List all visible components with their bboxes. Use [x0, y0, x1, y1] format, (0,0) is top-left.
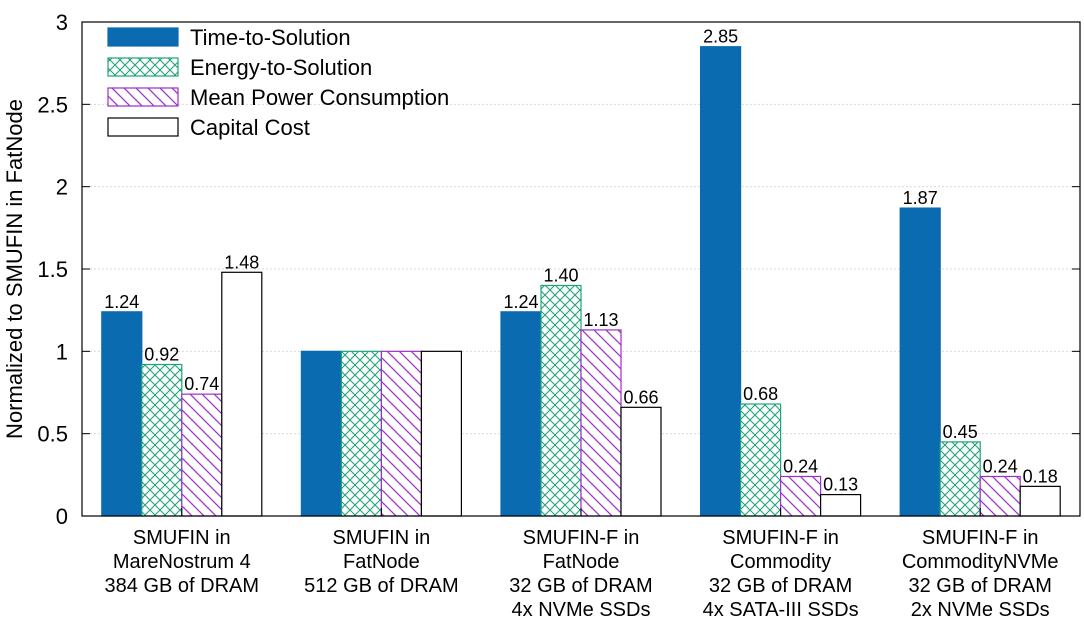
category-label-line: 2x NVMe SSDs [911, 599, 1050, 620]
legend: Time-to-Solution Energy-to-Solution Mean P… [107, 25, 449, 140]
category-label-line: 32 GB of DRAM [709, 575, 852, 597]
data-label: 0.24 [783, 456, 818, 476]
legend-swatch [107, 87, 179, 107]
category-label-line: SMUFIN-F in [722, 527, 839, 549]
bar-time-to-solution [101, 311, 143, 517]
category-label: SMUFIN-F in CommodityNVMe 32 GB of DRAM 2x … [902, 527, 1059, 620]
data-label: 0.13 [823, 475, 858, 495]
data-label: 0.45 [943, 422, 978, 442]
legend-label: Time-to-Solution [190, 25, 351, 50]
bar-time-to-solution [500, 311, 542, 517]
category-label-line: CommodityNVMe [902, 551, 1059, 573]
y-tick-label: 2 [56, 175, 68, 200]
bar-mean-power-consumption [181, 393, 223, 517]
data-label: 0.18 [1023, 466, 1058, 486]
bar-time-to-solution [300, 350, 342, 517]
data-label: 0.66 [623, 387, 658, 407]
legend-swatch [107, 27, 179, 47]
category-label-line: 4x NVMe SSDs [512, 599, 651, 620]
data-label: 0.24 [983, 456, 1018, 476]
bar-time-to-solution [699, 46, 742, 517]
data-label: 0.92 [144, 345, 179, 365]
legend-swatch [107, 57, 179, 77]
legend-swatch [107, 117, 179, 137]
data-label: 2.85 [703, 27, 738, 47]
data-labels: 1.240.920.741.481.241.401.130.662.850.68… [104, 27, 1057, 495]
data-label: 1.24 [503, 292, 538, 312]
bar-capital-cost [819, 493, 862, 517]
data-label: 1.40 [543, 265, 578, 285]
bar-energy-to-solution [540, 284, 582, 517]
category-label-line: 32 GB of DRAM [509, 575, 652, 597]
axes: 0 0.5 1 1.5 2 2.5 3 Normalized to SMUFIN in Fat… [2, 10, 1081, 620]
bar-capital-cost [1019, 485, 1061, 517]
category-label-line: Commodity [730, 551, 831, 573]
data-label: 1.13 [583, 310, 618, 330]
data-label: 1.48 [224, 252, 259, 272]
category-label-line: 512 GB of DRAM [304, 575, 459, 597]
category-label-line: 4x SATA-III SSDs [703, 599, 859, 620]
y-axis-title: Normalized to SMUFIN in FatNode [2, 99, 27, 439]
bar-time-to-solution [899, 207, 941, 517]
bar-energy-to-solution [739, 403, 782, 517]
bar-mean-power-consumption [979, 475, 1021, 517]
y-tick-label: 0.5 [37, 422, 68, 447]
category-label-line: FatNode [343, 551, 420, 573]
bar-capital-cost [620, 406, 662, 517]
category-label: SMUFIN-F in Commodity 32 GB of DRAM 4x SATA… [703, 527, 859, 620]
category-label-line: SMUFIN-F in [523, 527, 640, 549]
bar-mean-power-consumption [380, 350, 422, 517]
bar-capital-cost [221, 271, 263, 517]
y-tick-label: 2.5 [37, 92, 68, 117]
y-tick-label: 3 [56, 10, 68, 35]
category-label-line: SMUFIN-F in [922, 527, 1039, 549]
legend-label: Energy-to-Solution [190, 55, 372, 80]
category-label: SMUFIN in MareNostrum 4 384 GB of DRAM [105, 527, 260, 597]
data-label: 1.87 [903, 188, 938, 208]
bar-energy-to-solution [939, 441, 981, 517]
bar-mean-power-consumption [779, 475, 822, 517]
bar-energy-to-solution [141, 363, 183, 517]
category-label-line: 32 GB of DRAM [909, 575, 1052, 597]
bars [101, 46, 1061, 517]
category-label-line: 384 GB of DRAM [105, 575, 260, 597]
bar-capital-cost [420, 350, 462, 517]
category-label-line: SMUFIN in [133, 527, 231, 549]
data-label: 0.68 [743, 384, 778, 404]
category-label-line: MareNostrum 4 [113, 551, 251, 573]
data-label: 1.24 [104, 292, 139, 312]
bar-energy-to-solution [340, 350, 382, 517]
legend-label: Mean Power Consumption [190, 85, 449, 110]
bar-mean-power-consumption [580, 329, 622, 517]
legend-label: Capital Cost [190, 115, 310, 140]
y-tick-label: 0 [56, 504, 68, 529]
category-label: SMUFIN-F in FatNode 32 GB of DRAM 4x NVMe S… [509, 527, 652, 620]
category-label-line: SMUFIN in [333, 527, 431, 549]
y-tick-label: 1 [56, 339, 68, 364]
data-label: 0.74 [184, 374, 219, 394]
y-tick-label: 1.5 [37, 257, 68, 282]
category-label: SMUFIN in FatNode 512 GB of DRAM [304, 527, 459, 597]
category-label-line: FatNode [543, 551, 620, 573]
